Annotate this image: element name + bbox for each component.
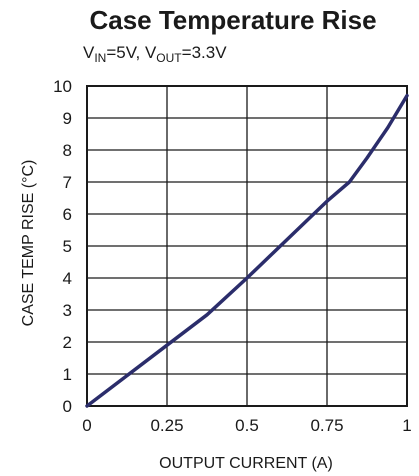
subtitle-vout-sub: OUT: [156, 51, 182, 65]
y-tick-label: 4: [63, 269, 72, 288]
y-tick-label: 6: [63, 205, 72, 224]
chart-title: Case Temperature Rise: [89, 5, 376, 35]
y-tick-label: 0: [63, 397, 72, 416]
series-layer: [85, 93, 409, 408]
x-tick-label: 0.75: [310, 416, 343, 435]
x-tick-label: 1: [402, 416, 411, 435]
y-tick-label: 2: [63, 333, 72, 352]
x-axis-ticks: 0 0.25 0.5 0.75 1: [82, 416, 411, 435]
grid-lines: [87, 86, 407, 406]
y-tick-label: 10: [53, 77, 72, 96]
y-tick-label: 9: [63, 109, 72, 128]
y-tick-label: 7: [63, 173, 72, 192]
y-axis-ticks: 0 1 2 3 4 5 6 7 8 9 10: [53, 77, 72, 416]
y-tick-label: 1: [63, 365, 72, 384]
x-tick-label: 0.25: [150, 416, 183, 435]
subtitle-vout-prefix: V: [145, 43, 157, 62]
plot-frame: [86, 85, 408, 407]
subtitle-vin-value: =5V,: [106, 43, 145, 62]
y-axis-label: CASE TEMP RISE (°C): [20, 160, 37, 327]
y-tick-label: 3: [63, 301, 72, 320]
subtitle-vin-sub: IN: [94, 51, 106, 65]
x-axis-label: OUTPUT CURRENT (A): [159, 455, 333, 472]
y-tick-label: 5: [63, 237, 72, 256]
chart-subtitle: VIN=5V, VOUT=3.3V: [83, 43, 227, 65]
x-tick-label: 0.5: [235, 416, 259, 435]
series-line: [85, 93, 409, 408]
subtitle-vin-prefix: V: [83, 43, 95, 62]
subtitle-vout-value: =3.3V: [182, 43, 228, 62]
x-tick-label: 0: [82, 416, 91, 435]
y-tick-label: 8: [63, 141, 72, 160]
